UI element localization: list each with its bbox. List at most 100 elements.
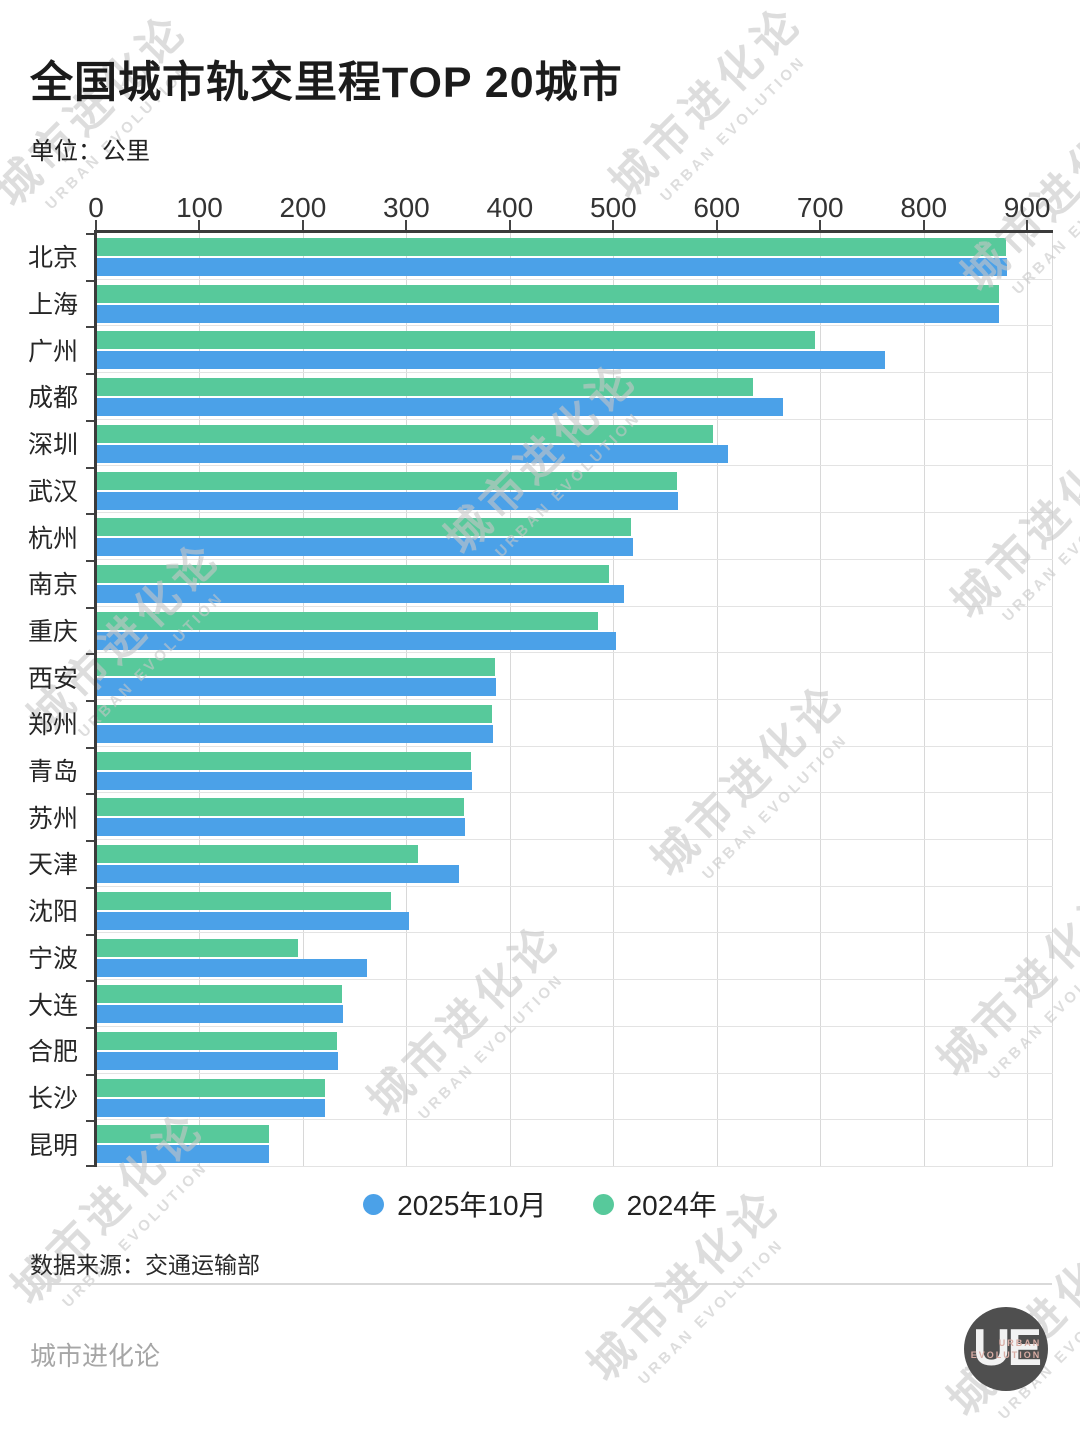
bar-2025 [97,1005,344,1024]
y-tick-mark [86,840,94,843]
chart-row [96,560,1053,607]
y-tick-mark [86,606,94,609]
chart-row [96,1120,1053,1167]
source-note: 数据来源：交通运输部 [30,1252,260,1278]
x-axis-line [94,230,1053,233]
city-label: 天津 [27,851,78,880]
y-tick-mark [86,513,94,516]
chart-row [96,700,1053,747]
gridline-vertical [406,233,408,1167]
y-tick-mark [86,1073,94,1076]
chart-row [96,887,1053,934]
x-tick-label: 500 [589,192,637,223]
x-tick-label: 600 [693,192,741,223]
bar-2024 [97,985,343,1004]
chart-row [96,513,1053,560]
logo-subtext: URBAN EVOLUTION [970,1337,1042,1360]
gridline-vertical [613,233,615,1167]
city-label: 大连 [27,991,78,1020]
x-tick-mark [198,220,201,233]
bar-2025 [97,771,472,790]
city-label: 西安 [27,664,78,693]
y-tick-mark [86,233,94,235]
y-tick-mark [86,980,94,983]
city-label: 武汉 [27,477,78,506]
bar-2025 [97,584,624,603]
bar-2025 [97,631,617,650]
chart-row [96,653,1053,700]
bar-2024 [97,238,1007,256]
city-label: 杭州 [27,524,78,553]
chart-row [96,233,1053,280]
logo-monogram: UE [972,1318,1042,1377]
x-tick-mark [819,220,822,233]
city-label: 青岛 [27,758,78,787]
y-tick-mark [86,653,94,656]
city-label: 苏州 [27,804,78,833]
bar-2025 [97,538,633,557]
y-tick-mark [86,1165,94,1167]
bar-2024 [97,891,391,910]
bar-2024 [97,845,418,864]
footer-brand: 城市进化论 [30,1341,161,1371]
chart-row [96,280,1053,327]
bar-2025 [97,444,729,463]
city-label: 长沙 [27,1084,78,1113]
chart-row [96,420,1053,467]
watermark-cn: 城市进化论 [600,0,813,208]
unit-label: 单位：公里 [30,138,150,165]
y-tick-mark [86,419,94,422]
y-tick-mark [86,700,94,702]
bar-2024 [97,798,465,817]
y-tick-mark [86,326,94,329]
bar-2024 [97,471,678,490]
bar-2025 [97,678,497,697]
chart-row [96,793,1053,841]
bar-2025 [97,258,1008,276]
bar-2024 [97,1078,325,1097]
y-tick-mark [86,793,94,796]
gridline-vertical [302,233,304,1167]
bar-2025 [97,911,410,930]
chart-row [96,1027,1053,1074]
city-label: 宁波 [27,944,78,973]
plot-area [96,233,1053,1167]
x-tick-mark [612,220,615,233]
bar-2024 [97,1125,269,1144]
y-tick-mark [86,886,94,889]
x-tick-label: 700 [796,192,844,223]
legend: 2025年10月 2024年 [0,1184,1080,1224]
legend-item-2025: 2025年10月 [363,1184,547,1224]
gridline-vertical [820,233,822,1167]
chart-row [96,326,1053,374]
plot-right-border [1052,233,1053,1167]
bar-2024 [97,1031,337,1050]
bar-2024 [97,331,816,350]
x-tick-label: 0 [88,192,104,223]
legend-label-2025: 2025年10月 [397,1190,547,1221]
gridline-vertical [716,233,718,1167]
bar-2024 [97,284,1000,303]
bar-2025 [97,398,783,417]
y-tick-mark [86,933,94,936]
y-axis-line [94,230,97,1167]
bar-2025 [97,865,460,884]
chart-row [96,373,1053,420]
bar-2025 [97,491,679,510]
city-label: 上海 [27,291,78,320]
footer-divider [28,1283,1052,1285]
bar-2025 [97,958,368,977]
city-label: 成都 [27,384,78,413]
x-tick-label: 100 [176,192,223,223]
footer-logo: UE URBAN EVOLUTION [964,1307,1048,1391]
city-label: 南京 [27,571,78,600]
bar-2025 [97,304,1000,323]
x-tick-label: 900 [1003,192,1051,223]
x-tick-mark [301,220,304,233]
city-label: 郑州 [27,711,78,740]
x-axis-ticks [95,220,1053,233]
watermark-en: URBAN EVOLUTION [635,1235,788,1388]
x-tick-mark [922,220,925,233]
x-tick-label: 200 [279,192,327,223]
